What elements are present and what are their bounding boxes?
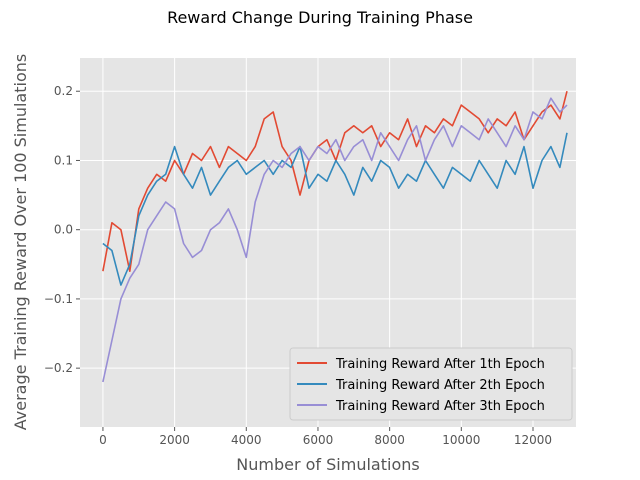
x-tick-label: 4000	[231, 433, 262, 447]
x-tick-label: 12000	[514, 433, 552, 447]
legend-label-3: Training Reward After 3th Epoch	[335, 399, 545, 414]
y-tick-label: 0.1	[54, 153, 73, 167]
chart-title: Reward Change During Training Phase	[167, 8, 473, 27]
y-tick-label: 0.0	[54, 223, 73, 237]
legend: Training Reward After 1th Epoch Training …	[289, 347, 573, 421]
series-line-3	[102, 97, 568, 383]
axis-ticks: 0 2000 4000 6000 8000 10000 12000 −0.2 −0.1 0.0 0.…	[44, 84, 552, 447]
series-line-2	[102, 132, 568, 286]
x-tick-label: 2000	[159, 433, 190, 447]
legend-box	[289, 347, 573, 421]
y-axis-label: Average Training Reward Over 100 Simulat…	[11, 54, 30, 430]
y-tick-label: −0.1	[44, 292, 73, 306]
legend-label-1: Training Reward After 1th Epoch	[335, 357, 545, 372]
x-tick-label: 0	[99, 433, 107, 447]
x-tick-label: 10000	[442, 433, 480, 447]
y-tick-label: −0.2	[44, 361, 73, 375]
x-tick-label: 8000	[374, 433, 405, 447]
series-lines	[102, 91, 568, 383]
x-tick-label: 6000	[303, 433, 334, 447]
y-tick-label: 0.2	[54, 84, 73, 98]
legend-label-2: Training Reward After 2th Epoch	[335, 378, 545, 393]
x-axis-label: Number of Simulations	[236, 455, 419, 474]
grid-lines	[80, 58, 576, 427]
